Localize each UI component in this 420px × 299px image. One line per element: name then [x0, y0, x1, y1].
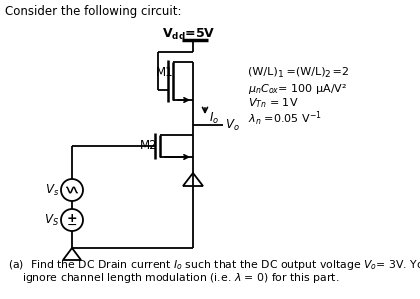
Text: M1: M1 — [156, 66, 173, 79]
Text: $V_s$: $V_s$ — [45, 182, 59, 198]
Text: 2: 2 — [324, 70, 330, 79]
Text: $\lambda_n$ =0.05 V$^{-1}$: $\lambda_n$ =0.05 V$^{-1}$ — [248, 110, 322, 128]
Text: Consider the following circuit:: Consider the following circuit: — [5, 5, 181, 18]
Text: $\mathbf{V_{dd}}$=5V: $\mathbf{V_{dd}}$=5V — [162, 27, 215, 42]
Text: $I_o$: $I_o$ — [209, 110, 219, 126]
Text: $V_S$: $V_S$ — [44, 213, 59, 228]
Text: +: + — [67, 213, 77, 225]
Text: =(W/L): =(W/L) — [283, 67, 326, 77]
Text: $V_{Tn}$ = 1V: $V_{Tn}$ = 1V — [248, 96, 299, 110]
Text: =2: =2 — [329, 67, 349, 77]
Text: M2: M2 — [140, 139, 158, 152]
Text: $V_o$: $V_o$ — [225, 118, 240, 132]
Text: ignore channel length modulation (i.e. $\lambda$ = 0) for this part.: ignore channel length modulation (i.e. $… — [22, 271, 339, 285]
Text: $\mu_n C_{ox}$= 100 μA/V²: $\mu_n C_{ox}$= 100 μA/V² — [248, 82, 347, 96]
Text: 1: 1 — [278, 70, 284, 79]
Text: (W/L): (W/L) — [248, 67, 278, 77]
Text: (a)  Find the DC Drain current $I_o$ such that the DC output voltage $V_o$= 3V. : (a) Find the DC Drain current $I_o$ such… — [8, 258, 420, 272]
Text: −: − — [67, 219, 77, 231]
